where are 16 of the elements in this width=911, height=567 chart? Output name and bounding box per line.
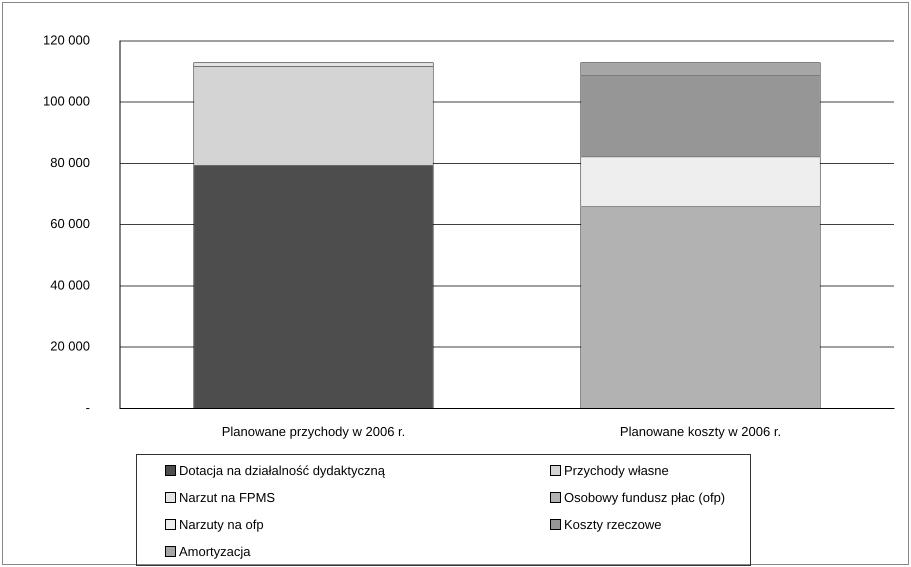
y-tick-label: 120 000 (42, 32, 90, 48)
y-tick-label: 80 000 (50, 154, 90, 170)
y-tick-label: 60 000 (50, 216, 90, 232)
legend-label: Narzuty na ofp (179, 517, 264, 532)
y-tick-label: 20 000 (50, 338, 90, 354)
y-tick-label: 40 000 (50, 277, 90, 292)
x-tick-label: Planowane koszty w 2006 r. (620, 424, 782, 439)
legend-label: Osobowy fundusz płac (ofp) (564, 490, 726, 505)
legend-label: Amortyzacja (179, 544, 251, 559)
y-tick-label: - (86, 400, 90, 415)
legend-label: Dotacja na działalność dydaktyczną (179, 463, 385, 478)
legend-label: Przychody własne (564, 463, 669, 478)
legend-label: Koszty rzeczowe (564, 517, 662, 532)
legend-label: Narzut na FPMS (179, 490, 276, 505)
y-tick-label: 100 000 (42, 94, 90, 109)
x-tick-label: Planowane przychody w 2006 r. (222, 424, 406, 439)
